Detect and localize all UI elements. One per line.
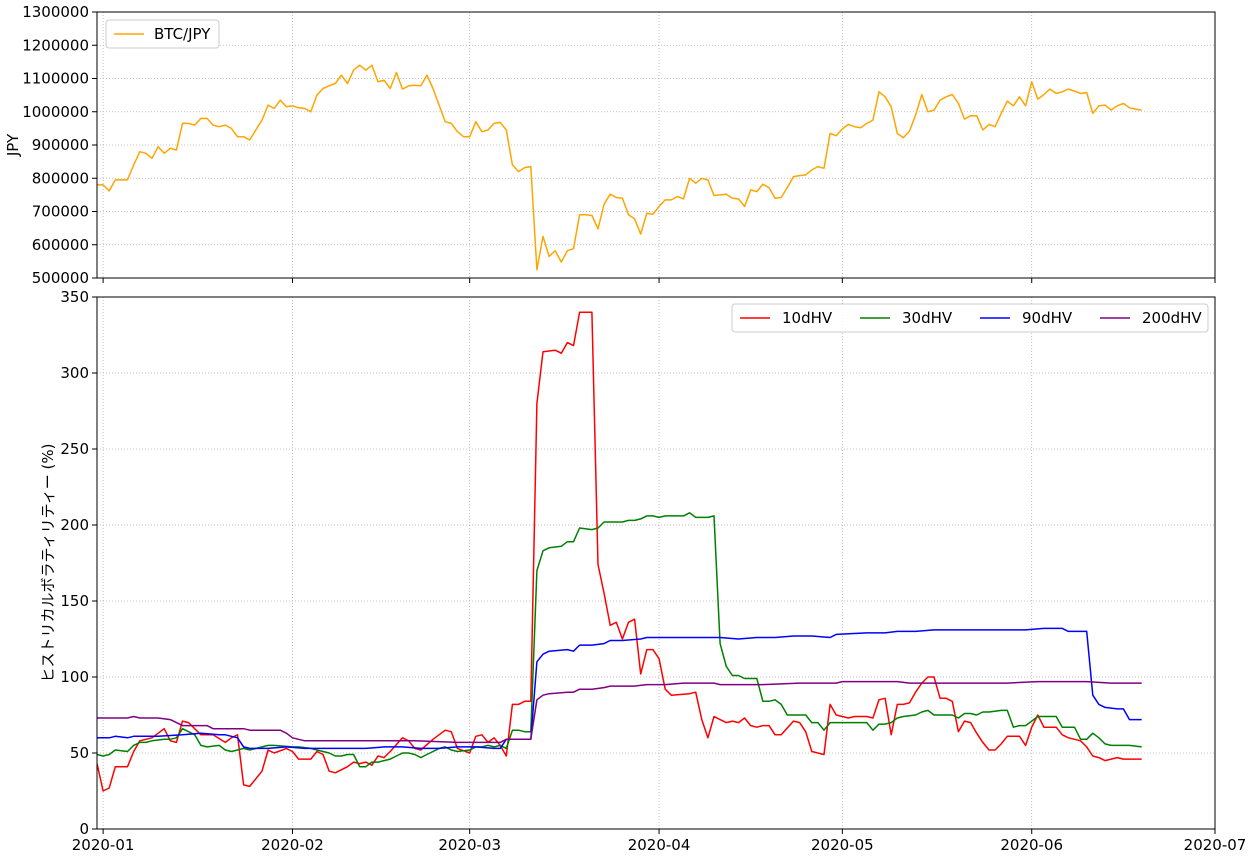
price-legend: BTC/JPY — [105, 19, 220, 49]
volatility-y-ticks: 0 50 100 150 200 250 300 350 — [60, 288, 97, 838]
series-line-10dhv — [97, 311, 1142, 792]
series-line-30dhv — [97, 512, 1142, 768]
volatility-grid — [97, 297, 1215, 829]
y-tick-label: 1100000 — [22, 70, 89, 88]
y-tick-label: 100 — [60, 668, 89, 686]
x-tick-label: 2020-07 — [1184, 836, 1247, 854]
volatility-x-ticks: 2020-01 2020-02 2020-03 2020-04 2020-05 2020-… — [72, 829, 1247, 854]
y-tick-label: 300 — [60, 364, 89, 382]
y-tick-label: 250 — [60, 440, 89, 458]
price-y-ticks: 500000 600000 700000 800000 900000 1000000 110… — [22, 3, 97, 287]
x-tick-label: 2020-01 — [72, 836, 135, 854]
volatility-legend: 10dHV 30dHV 90dHV 200dHV — [731, 303, 1209, 333]
legend-label: 30dHV — [902, 309, 953, 327]
legend-label: 10dHV — [782, 309, 833, 327]
x-tick-label: 2020-03 — [438, 836, 501, 854]
y-tick-label: 50 — [70, 744, 89, 762]
x-tick-label: 2020-05 — [811, 836, 874, 854]
legend-label: 90dHV — [1022, 309, 1073, 327]
y-tick-label: 150 — [60, 592, 89, 610]
y-tick-label: 600000 — [32, 236, 89, 254]
price-lines — [97, 64, 1142, 271]
y-tick-label: 500000 — [32, 269, 89, 287]
price-x-ticks — [102, 278, 1216, 283]
y-tick-label: 800000 — [32, 169, 89, 187]
legend-label: BTC/JPY — [154, 25, 211, 43]
series-line-90dhv — [97, 627, 1142, 750]
legend-box — [105, 19, 220, 49]
x-tick-label: 2020-06 — [1000, 836, 1063, 854]
volatility-plot-frame — [96, 296, 1216, 830]
volatility-lines — [97, 311, 1142, 792]
x-tick-label: 2020-04 — [628, 836, 691, 854]
y-tick-label: 1300000 — [22, 3, 89, 21]
y-tick-label: 1200000 — [22, 36, 89, 54]
series-line-btc-jpy — [97, 64, 1142, 271]
price-y-axis-label: JPY — [4, 133, 22, 157]
y-tick-label: 1000000 — [22, 103, 89, 121]
y-tick-label: 350 — [60, 288, 89, 306]
y-tick-label: 900000 — [32, 136, 89, 154]
x-tick-label: 2020-02 — [261, 836, 324, 854]
y-tick-label: 200 — [60, 516, 89, 534]
legend-label: 200dHV — [1142, 309, 1202, 327]
series-line-200dhv — [97, 680, 1142, 744]
y-tick-label: 700000 — [32, 203, 89, 221]
legend-box — [731, 303, 1209, 333]
y-tick-label: 0 — [79, 820, 89, 838]
price-panel: 500000 600000 700000 800000 900000 1000000 110… — [4, 3, 1216, 287]
volatility-y-axis-label: ヒストリカルボラティリティー (%) — [39, 444, 57, 683]
